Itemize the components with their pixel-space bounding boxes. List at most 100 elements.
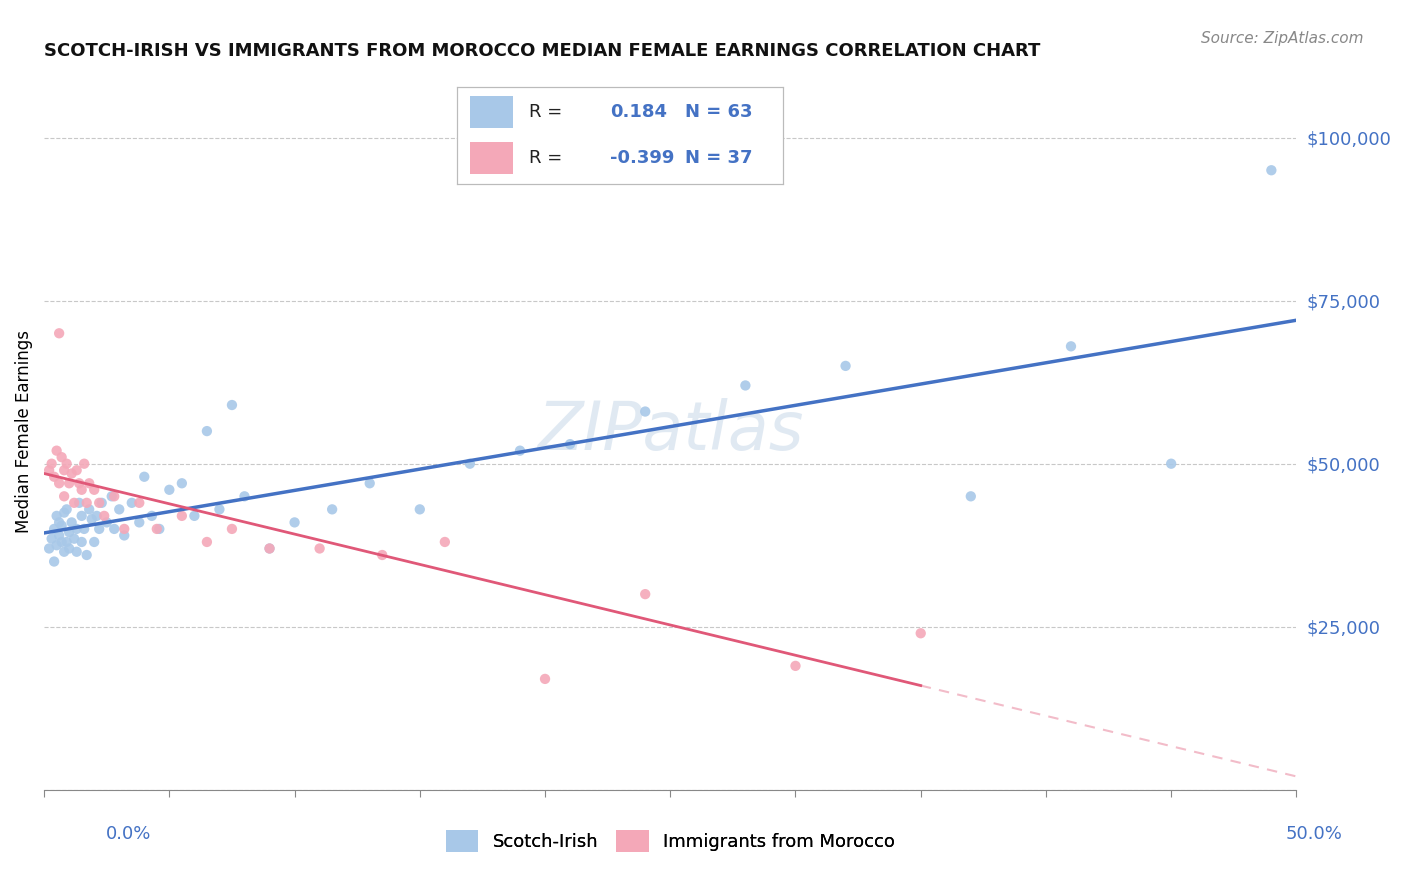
- Point: [48, 476, 70, 491]
- Point: [148, 522, 170, 536]
- Point: [76, 496, 98, 510]
- Point: [42, 555, 65, 569]
- Point: [634, 587, 657, 601]
- Point: [51, 535, 73, 549]
- Point: [45, 508, 67, 523]
- Point: [45, 443, 67, 458]
- Text: 0.0%: 0.0%: [105, 825, 150, 843]
- Point: [73, 457, 96, 471]
- Point: [60, 467, 83, 481]
- Point: [83, 483, 105, 497]
- Point: [785, 658, 807, 673]
- Point: [83, 535, 105, 549]
- Point: [195, 424, 218, 438]
- Point: [1060, 339, 1083, 353]
- Point: [308, 541, 330, 556]
- Point: [208, 502, 231, 516]
- Point: [221, 522, 243, 536]
- Point: [48, 528, 70, 542]
- Point: [42, 522, 65, 536]
- Point: [48, 516, 70, 530]
- Point: [41, 532, 63, 546]
- Point: [108, 502, 131, 516]
- Point: [134, 469, 156, 483]
- Point: [100, 489, 122, 503]
- Point: [959, 489, 981, 503]
- Point: [321, 502, 343, 516]
- Point: [233, 489, 256, 503]
- Point: [433, 535, 456, 549]
- Point: [66, 545, 89, 559]
- Point: [183, 508, 205, 523]
- Point: [146, 522, 169, 536]
- Point: [1260, 163, 1282, 178]
- Point: [73, 522, 96, 536]
- Point: [41, 457, 63, 471]
- Point: [734, 378, 756, 392]
- Point: [509, 443, 531, 458]
- Point: [55, 457, 77, 471]
- Point: [284, 516, 307, 530]
- Point: [63, 496, 86, 510]
- Point: [834, 359, 856, 373]
- Point: [359, 476, 381, 491]
- Point: [55, 535, 77, 549]
- Point: [170, 476, 193, 491]
- Point: [121, 496, 143, 510]
- Point: [51, 450, 73, 465]
- Point: [70, 535, 93, 549]
- Point: [89, 496, 111, 510]
- Text: ZIPatlas: ZIPatlas: [537, 398, 803, 464]
- Point: [409, 502, 432, 516]
- Point: [558, 437, 581, 451]
- Point: [51, 518, 73, 533]
- Point: [371, 548, 394, 562]
- Point: [157, 483, 180, 497]
- Point: [221, 398, 243, 412]
- Point: [141, 508, 163, 523]
- Point: [534, 672, 557, 686]
- Point: [60, 516, 83, 530]
- Point: [128, 516, 150, 530]
- Point: [53, 489, 76, 503]
- Point: [53, 545, 76, 559]
- Point: [112, 522, 135, 536]
- Point: [103, 522, 125, 536]
- Point: [38, 541, 60, 556]
- Point: [77, 476, 100, 491]
- Text: SCOTCH-IRISH VS IMMIGRANTS FROM MOROCCO MEDIAN FEMALE EARNINGS CORRELATION CHART: SCOTCH-IRISH VS IMMIGRANTS FROM MOROCCO …: [44, 42, 1040, 60]
- Point: [1160, 457, 1182, 471]
- Point: [128, 496, 150, 510]
- Point: [63, 532, 86, 546]
- Point: [93, 508, 115, 523]
- Point: [58, 476, 80, 491]
- Point: [910, 626, 932, 640]
- Point: [458, 457, 481, 471]
- Point: [58, 525, 80, 540]
- Point: [76, 548, 98, 562]
- Point: [55, 502, 77, 516]
- Point: [45, 538, 67, 552]
- Point: [48, 326, 70, 341]
- Point: [42, 469, 65, 483]
- Point: [77, 502, 100, 516]
- Point: [53, 463, 76, 477]
- Point: [259, 541, 281, 556]
- Point: [112, 528, 135, 542]
- Point: [66, 463, 89, 477]
- Point: [103, 489, 125, 503]
- Point: [53, 506, 76, 520]
- Legend: Scotch-Irish, Immigrants from Morocco: Scotch-Irish, Immigrants from Morocco: [439, 823, 903, 860]
- Point: [86, 508, 108, 523]
- Point: [634, 404, 657, 418]
- Point: [89, 522, 111, 536]
- Point: [58, 541, 80, 556]
- Point: [67, 496, 90, 510]
- Point: [38, 463, 60, 477]
- Point: [195, 535, 218, 549]
- Point: [80, 512, 103, 526]
- Point: [90, 496, 112, 510]
- Point: [96, 516, 118, 530]
- Point: [66, 522, 89, 536]
- Y-axis label: Median Female Earnings: Median Female Earnings: [15, 330, 32, 533]
